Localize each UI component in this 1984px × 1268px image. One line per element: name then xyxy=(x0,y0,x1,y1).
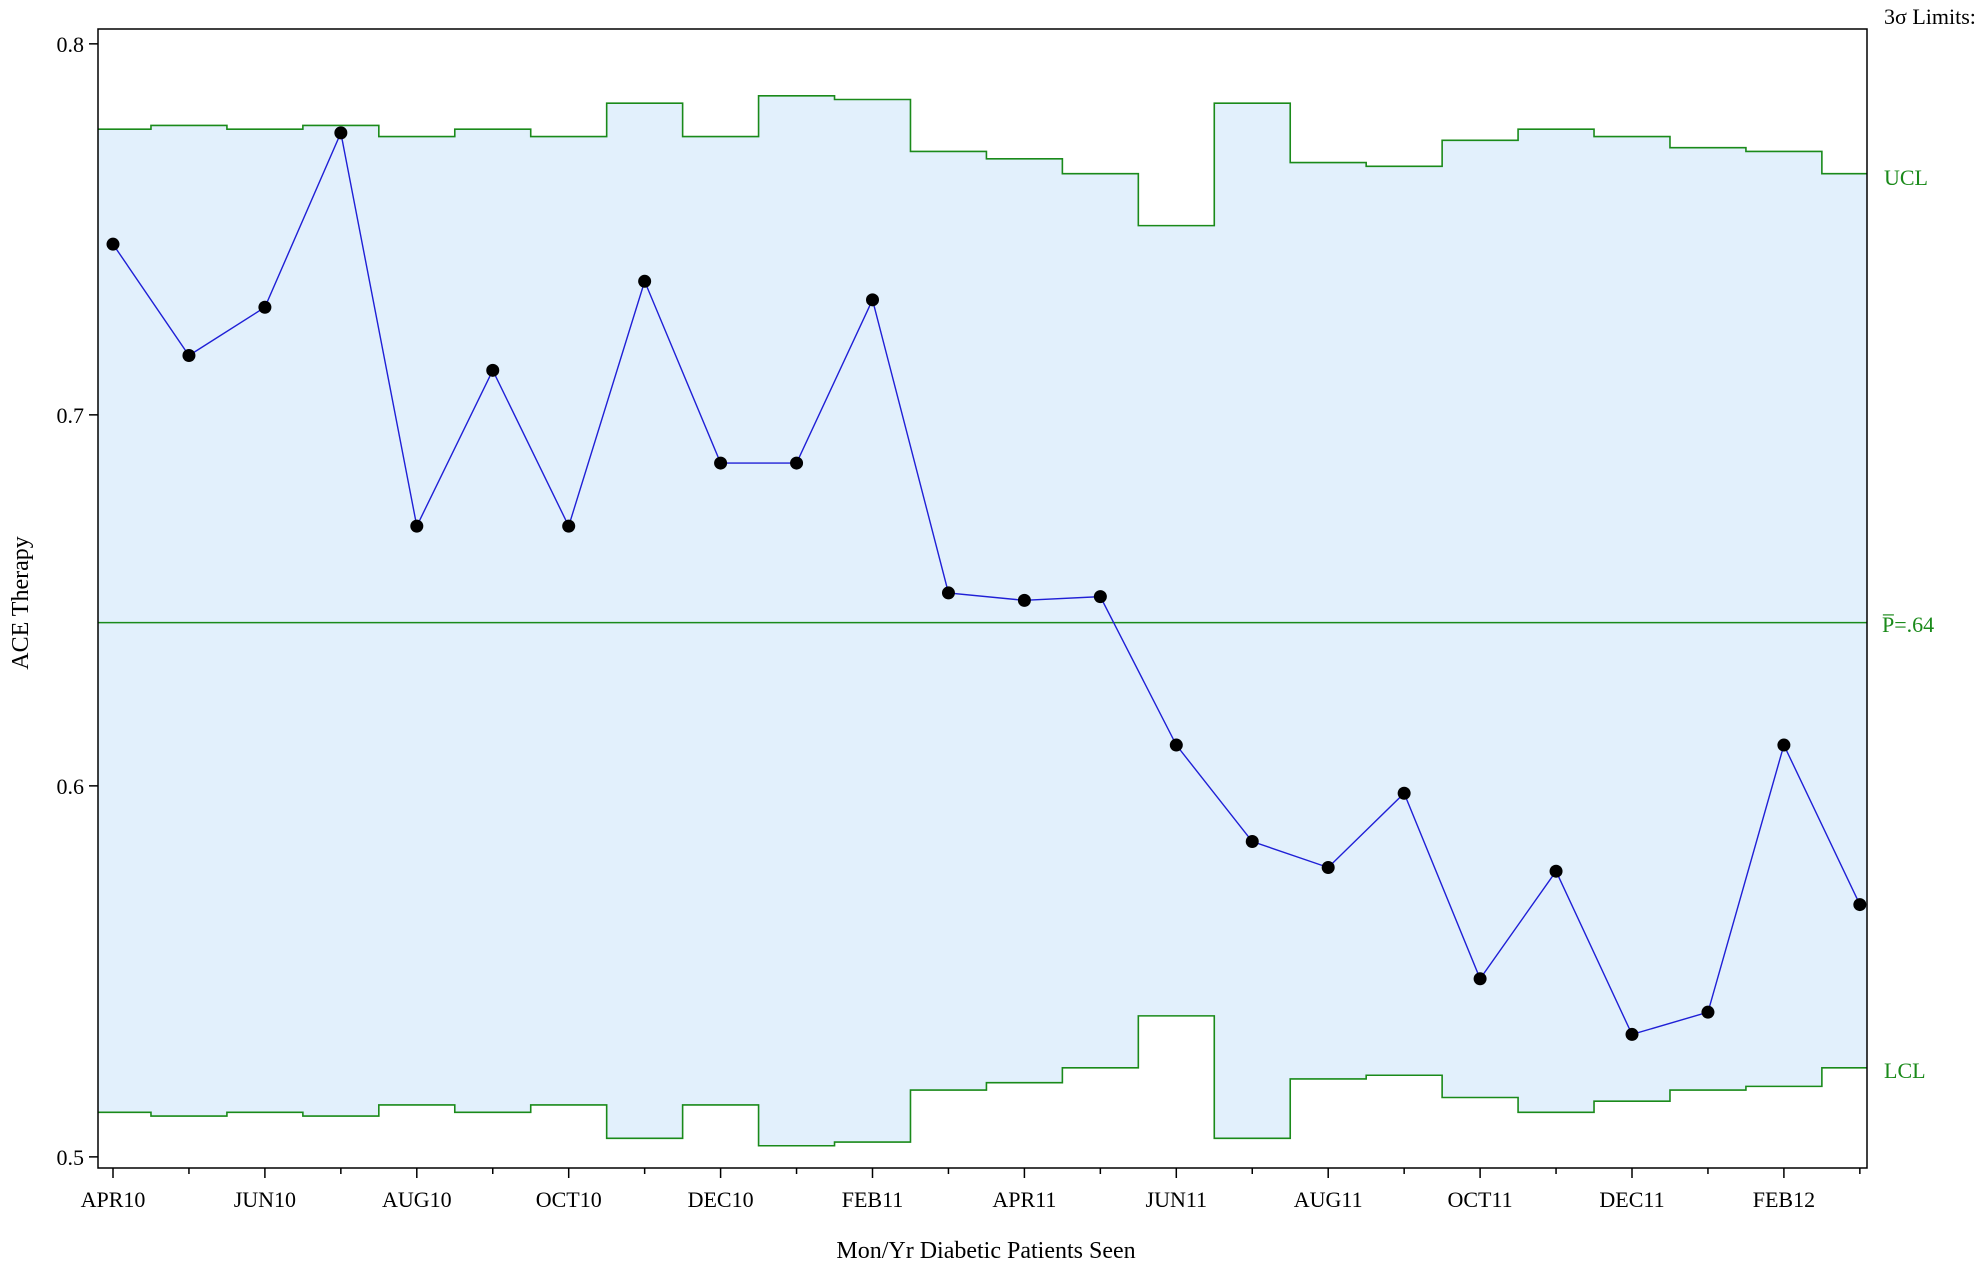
data-point xyxy=(1093,590,1107,604)
x-tick-label: JUN11 xyxy=(1146,1187,1208,1212)
data-point xyxy=(106,237,120,251)
data-point xyxy=(1701,1005,1715,1019)
series-layer xyxy=(106,126,1867,1041)
ucl-step-line xyxy=(98,94,1867,227)
data-point xyxy=(1017,593,1031,607)
x-tick-label: FEB12 xyxy=(1753,1187,1815,1212)
series-line xyxy=(112,130,1861,1036)
ucl-label: UCL xyxy=(1884,165,1928,190)
axis-layer: 0.5 0.6 0.7 0.8 APR10 JUN10 AUG10 OCT10 DEC10 FEB… xyxy=(57,32,1861,1212)
data-point xyxy=(638,274,652,288)
y-tick-label: 0.8 xyxy=(57,32,85,57)
x-tick-label: APR11 xyxy=(992,1187,1056,1212)
data-point xyxy=(790,456,804,470)
data-point xyxy=(714,456,728,470)
data-point xyxy=(258,300,272,314)
y-tick-label: 0.6 xyxy=(57,774,85,799)
data-point xyxy=(1625,1027,1639,1041)
x-tick-label: APR10 xyxy=(81,1187,146,1212)
x-tick-label: DEC10 xyxy=(688,1187,754,1212)
x-tick-label: AUG11 xyxy=(1294,1187,1363,1212)
data-point xyxy=(941,586,955,600)
control-limit-band-layer xyxy=(98,95,1867,1146)
control-limit-band xyxy=(98,95,1867,1146)
y-axis-label: ACE Therapy xyxy=(8,536,34,670)
data-point xyxy=(1853,898,1867,912)
x-tick-label: DEC11 xyxy=(1599,1187,1664,1212)
data-point xyxy=(1397,786,1411,800)
x-tick-label: OCT10 xyxy=(536,1187,602,1212)
data-point xyxy=(486,363,500,377)
control-limit-lines-layer xyxy=(98,94,1867,1147)
data-point xyxy=(1169,738,1183,752)
data-point xyxy=(334,126,348,140)
data-point xyxy=(410,519,424,533)
data-point xyxy=(1473,972,1487,986)
x-axis-label: Mon/Yr Diabetic Patients Seen xyxy=(836,1238,1135,1263)
data-point xyxy=(562,519,576,533)
x-tick-label: OCT11 xyxy=(1448,1187,1513,1212)
plot-frame xyxy=(97,28,1868,1169)
lcl-label: LCL xyxy=(1884,1058,1926,1083)
plot-frame-layer xyxy=(97,28,1868,1169)
data-point xyxy=(182,348,196,362)
data-point xyxy=(1245,835,1259,849)
x-tick-label: AUG10 xyxy=(382,1187,452,1212)
x-tick-label: JUN10 xyxy=(234,1187,296,1212)
lcl-step-line xyxy=(98,1015,1867,1147)
x-tick-label: FEB11 xyxy=(842,1187,904,1212)
label-layer: ACE Therapy Mon/Yr Diabetic Patients See… xyxy=(8,4,1976,1264)
limits-header: 3σ Limits: xyxy=(1884,4,1976,29)
data-point xyxy=(1321,860,1335,874)
center-line-label: P̅=.64 xyxy=(1882,612,1934,637)
data-point xyxy=(866,293,879,307)
y-tick-label: 0.5 xyxy=(57,1145,85,1170)
data-point xyxy=(1777,738,1791,752)
y-tick-label: 0.7 xyxy=(57,403,85,428)
data-point xyxy=(1549,864,1563,878)
